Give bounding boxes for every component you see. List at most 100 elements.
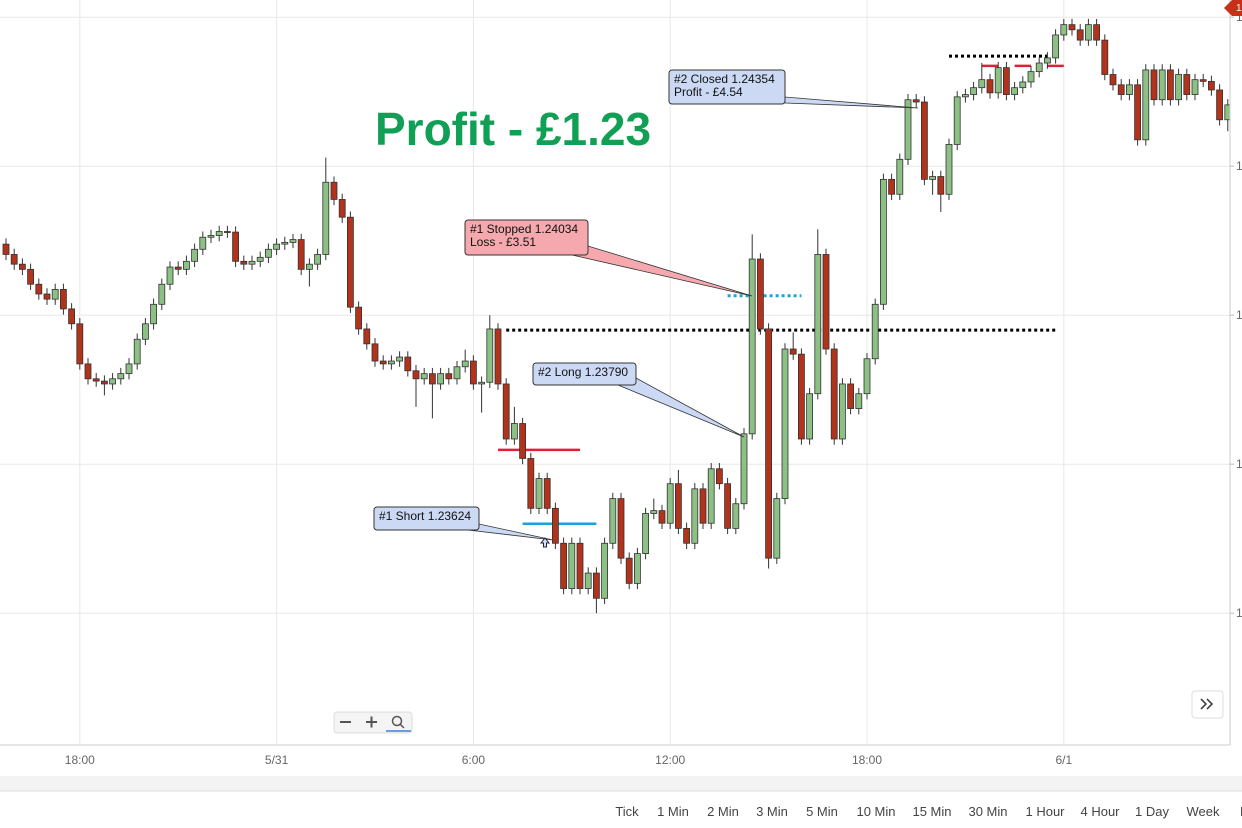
button-box xyxy=(1191,690,1224,719)
candle-body xyxy=(740,433,748,505)
candle-body xyxy=(748,258,756,435)
candle-body xyxy=(182,260,190,270)
candle-body xyxy=(847,383,854,410)
candle-body xyxy=(863,358,871,395)
candle-body xyxy=(256,256,264,262)
callout: #1 Short 1.23624 xyxy=(373,506,554,541)
timeframe-option[interactable]: 5 Min xyxy=(806,804,838,819)
candle-body xyxy=(305,263,313,270)
candle-body xyxy=(1027,71,1035,83)
candle-body xyxy=(92,378,100,382)
x-tick-label: 6:00 xyxy=(462,753,486,767)
timeframe-option[interactable]: 10 Min xyxy=(856,804,895,819)
candle-body xyxy=(543,478,551,509)
timeframe-option[interactable]: Week xyxy=(1187,804,1220,819)
candle-body xyxy=(150,303,158,325)
candle-body xyxy=(18,263,26,270)
timeframe-option[interactable]: 15 Min xyxy=(912,804,951,819)
candle-body xyxy=(1224,104,1230,121)
timeframe-option[interactable]: M xyxy=(1240,804,1242,819)
candle-body xyxy=(1085,24,1092,41)
candle-body xyxy=(929,176,936,180)
candle-body xyxy=(593,572,600,599)
candle-body xyxy=(166,266,174,285)
candle-body xyxy=(1126,84,1133,95)
candle-body xyxy=(904,99,912,160)
timeframe-option[interactable]: 1 Day xyxy=(1135,804,1169,819)
candle-body xyxy=(1142,69,1150,141)
candle-body xyxy=(1060,24,1068,36)
candle-body xyxy=(716,468,723,485)
callout-box xyxy=(464,219,589,256)
candle-body xyxy=(912,99,920,103)
candle-body xyxy=(437,373,445,385)
timeframe-option[interactable]: 30 Min xyxy=(968,804,1007,819)
candle-body xyxy=(1068,24,1076,31)
y-tick-label: 1 xyxy=(1236,308,1242,322)
candle-body xyxy=(297,239,305,270)
candle-body xyxy=(584,572,592,589)
candle-body xyxy=(1019,81,1027,89)
timeframe-option[interactable]: 3 Min xyxy=(756,804,788,819)
candle-body xyxy=(478,381,486,385)
candle-body xyxy=(699,488,707,524)
candle-body xyxy=(666,483,674,524)
candle-body xyxy=(1011,87,1018,95)
callout-text: #2 Closed 1.24354 xyxy=(674,72,775,86)
candle-body xyxy=(978,79,986,89)
timeframe-option[interactable]: Tick xyxy=(615,804,639,819)
scroll-latest-button[interactable] xyxy=(1191,690,1224,719)
timeframe-option[interactable]: 1 Min xyxy=(657,804,689,819)
zoom-controls[interactable] xyxy=(333,711,413,734)
candle-body xyxy=(101,380,108,385)
candle-body xyxy=(1183,74,1191,95)
candle-body xyxy=(1101,39,1109,75)
candle-body xyxy=(994,67,1002,94)
candle-body xyxy=(338,199,346,218)
candle-body xyxy=(601,542,608,599)
candle-body xyxy=(35,283,43,295)
candle-body xyxy=(273,243,281,250)
price-tag-shape xyxy=(1224,0,1242,16)
candle-body xyxy=(174,266,182,270)
candle-body xyxy=(109,378,116,385)
candle-body xyxy=(1199,79,1207,82)
magnifier xyxy=(391,715,403,727)
candle-body xyxy=(363,328,371,345)
y-tick-label: 1 xyxy=(1236,606,1242,620)
timeframe-option[interactable]: 4 Hour xyxy=(1080,804,1120,819)
candle-body xyxy=(798,353,805,440)
candle-body xyxy=(1117,84,1125,95)
timeframe-option[interactable]: 2 Min xyxy=(707,804,739,819)
candle-body xyxy=(625,557,633,584)
callout-box xyxy=(668,69,786,105)
candle-body xyxy=(609,498,617,544)
zoom-in-button[interactable] xyxy=(366,716,377,728)
timeframe-option[interactable]: 1 Hour xyxy=(1025,804,1065,819)
candle-body xyxy=(724,483,731,529)
candle-body xyxy=(732,503,740,529)
candle-body xyxy=(634,553,641,584)
candle-body xyxy=(68,308,75,325)
candle-body xyxy=(568,542,576,589)
candle-body xyxy=(642,513,649,554)
candle-body xyxy=(552,507,559,544)
candle-body xyxy=(314,254,322,265)
candle-body xyxy=(1134,84,1141,141)
zoom-reset-button[interactable] xyxy=(386,715,411,732)
candle-body xyxy=(822,254,830,350)
candle-body xyxy=(133,338,141,365)
candle-body xyxy=(986,79,994,94)
candle-body xyxy=(330,181,338,200)
candle-body xyxy=(76,323,84,365)
profit-headline: Profit - £1.23 xyxy=(375,103,651,155)
callout-text: #1 Short 1.23624 xyxy=(379,509,471,523)
x-tick-label: 18:00 xyxy=(65,753,95,767)
candle-body xyxy=(420,373,428,380)
candle-body xyxy=(1035,62,1043,73)
candle-body xyxy=(962,94,969,98)
axes: 1 1 1 1 1 18:00 5/31 6:00 12:00 18:00 6/1 xyxy=(65,10,1242,767)
x-tick-label: 12:00 xyxy=(655,753,685,767)
